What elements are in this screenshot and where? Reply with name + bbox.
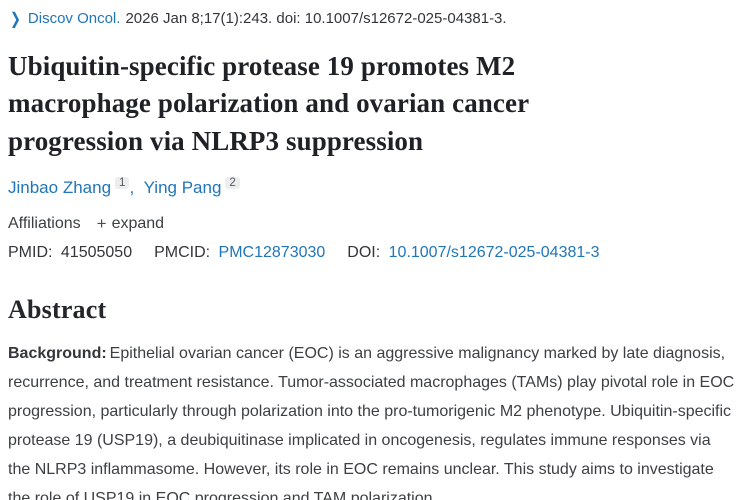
- plus-icon: +: [96, 213, 107, 233]
- pmcid-label: PMCID:: [154, 243, 211, 261]
- doi-link[interactable]: 10.1007/s12672-025-04381-3: [388, 243, 600, 261]
- authors-list: Jinbao Zhang 1, Ying Pang 2: [8, 176, 736, 198]
- pmcid-link[interactable]: PMC12873030: [218, 243, 326, 261]
- author-link[interactable]: Ying Pang: [143, 177, 222, 197]
- author-link[interactable]: Jinbao Zhang: [8, 177, 112, 197]
- abstract-paragraph: Background: Epithelial ovarian cancer (EO…: [8, 339, 736, 500]
- abstract-heading: Abstract: [8, 294, 107, 324]
- pmcid-group: PMCID: PMC12873030: [154, 244, 325, 262]
- author-affiliation-sup[interactable]: 2: [225, 176, 240, 189]
- pmid-value: 41505050: [60, 243, 133, 261]
- journal-link[interactable]: Discov Oncol.: [27, 10, 121, 27]
- expand-label: expand: [111, 214, 165, 232]
- expand-affiliations-button[interactable]: + expand: [97, 214, 164, 234]
- pmid-label: PMID:: [8, 243, 53, 261]
- author-affiliation-sup[interactable]: 1: [115, 176, 130, 189]
- article-title: Ubiquitin-specific protease 19 promotes …: [8, 51, 529, 156]
- identifiers-row: PMID: 41505050 PMCID: PMC12873030 DOI: 1…: [8, 244, 736, 262]
- doi-label: DOI:: [347, 243, 381, 261]
- abstract-background-label: Background:: [8, 344, 107, 362]
- author-separator: ,: [129, 177, 135, 197]
- chevron-right-icon[interactable]: ❯: [10, 9, 21, 28]
- citation-details: 2026 Jan 8;17(1):243. doi: 10.1007/s1267…: [125, 10, 507, 27]
- abstract-body-text: Epithelial ovarian cancer (EOC) is an ag…: [8, 344, 735, 500]
- affiliations-label: Affiliations: [8, 214, 81, 232]
- pmid-group: PMID: 41505050: [8, 244, 132, 262]
- affiliations-row: Affiliations + expand: [8, 214, 736, 234]
- doi-group: DOI: 10.1007/s12672-025-04381-3: [347, 244, 599, 262]
- journal-citation: ❯ Discov Oncol. 2026 Jan 8;17(1):243. do…: [8, 9, 736, 28]
